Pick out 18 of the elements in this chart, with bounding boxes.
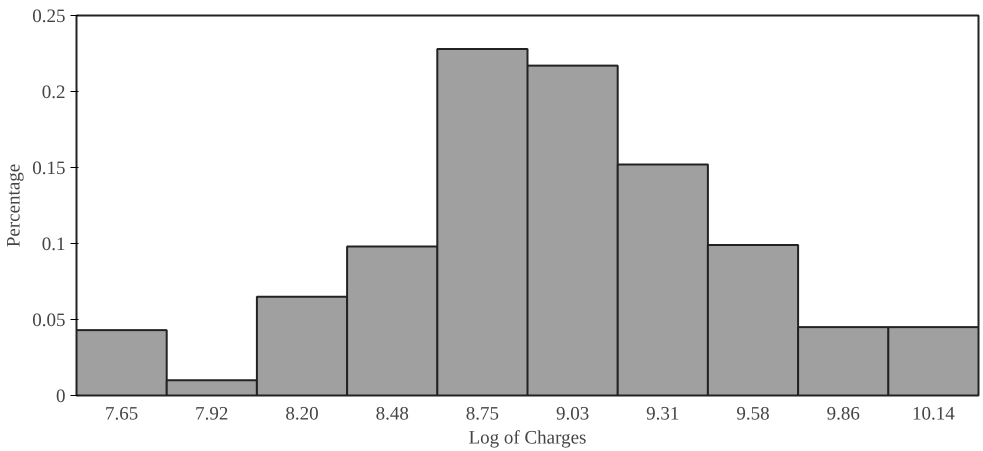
x-tick-label: 9.58 xyxy=(736,404,770,424)
x-tick-label: 8.20 xyxy=(285,404,319,424)
y-axis-title: Percentage xyxy=(3,164,24,248)
y-tick-label: 0.2 xyxy=(42,82,66,103)
y-tick-label: 0.1 xyxy=(42,234,66,255)
x-tick-label: 9.86 xyxy=(826,404,860,424)
y-tick-label: 0.15 xyxy=(32,158,66,179)
x-tick-label: 7.92 xyxy=(195,404,228,424)
x-tick-label: 8.75 xyxy=(466,404,500,424)
x-tick-label: 10.14 xyxy=(912,404,956,424)
x-tick-label: 8.48 xyxy=(376,404,409,424)
x-tick-label: 7.65 xyxy=(104,404,138,424)
y-tick-label: 0.25 xyxy=(32,6,66,27)
x-axis-title: Log of Charges xyxy=(468,428,586,448)
y-tick-label: 0 xyxy=(56,386,66,407)
y-tick-label: 0.05 xyxy=(32,310,66,331)
x-tick-label: 9.03 xyxy=(556,404,590,424)
x-tick-label: 9.31 xyxy=(646,404,680,424)
